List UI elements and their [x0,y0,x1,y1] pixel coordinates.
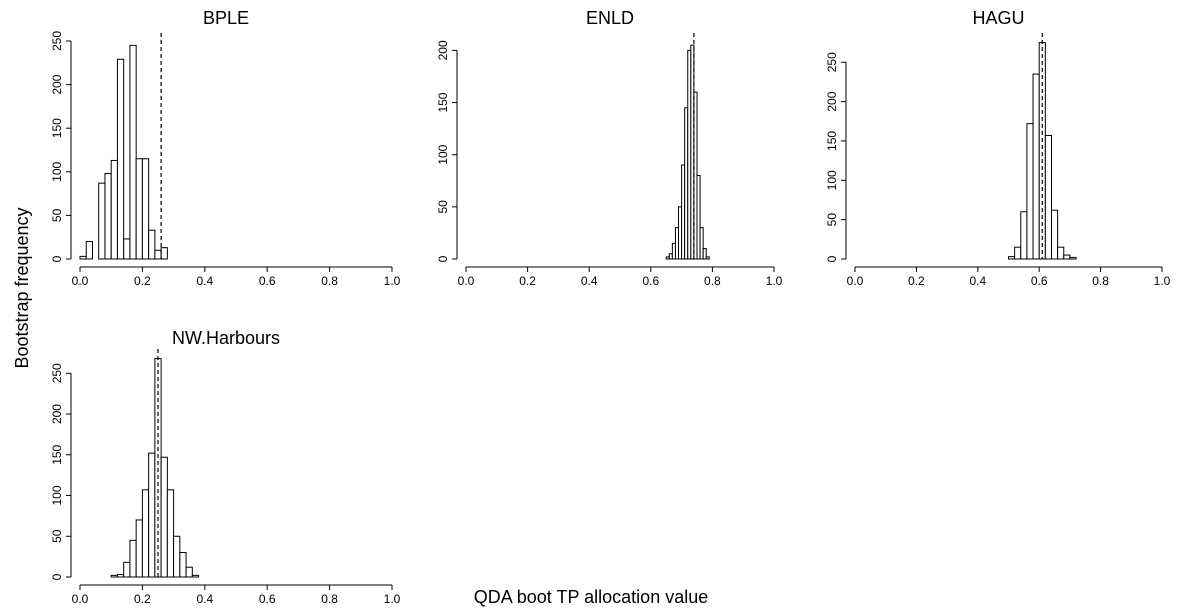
x-tick-label: 0.0 [458,274,475,288]
bar [154,249,162,260]
bar [699,227,704,260]
bar [191,574,200,578]
bar [1032,73,1040,260]
bar [129,539,137,578]
x-tick-label: 0.4 [196,274,213,288]
bar [696,175,701,260]
bar [141,489,150,578]
bar [135,519,143,578]
y-tick-label: 50 [50,208,64,222]
panel: ENLD 0.0 0.2 0.4 0.6 0.8 1.0 0 50 100 150 200 [436,8,783,288]
x-tick-label: 0.6 [642,274,659,288]
y-tick-label: 50 [436,200,450,214]
bar [160,456,168,578]
bar [179,552,187,578]
panel-title: BPLE [203,8,249,28]
x-axis-label: QDA boot TP allocation value [474,587,708,607]
y-tick-label: 150 [825,131,839,151]
x-tick-label: 0.2 [134,274,151,288]
y-tick-label: 150 [436,92,450,112]
bar [1044,134,1052,260]
x-tick-label: 0.2 [908,274,925,288]
bar [123,561,131,578]
x-tick-label: 0.4 [581,274,598,288]
x-tick-label: 0.6 [259,592,276,606]
y-axis-label: Bootstrap frequency [12,207,32,368]
bar [104,173,112,260]
bar [1069,256,1077,260]
x-tick-label: 0.6 [259,274,276,288]
x-tick-label: 0.4 [969,274,986,288]
y-tick-label: 200 [50,74,64,94]
x-tick-label: 0.8 [321,592,338,606]
y-tick-label: 200 [825,91,839,111]
y-tick-label: 0 [825,255,839,262]
bar [148,229,156,260]
y-tick-label: 250 [50,363,64,383]
bar [1026,123,1034,260]
y-tick-label: 50 [50,529,64,543]
panel: BPLE 0.0 0.2 0.4 0.6 0.8 1.0 0 50 100 150 200 250 [50,8,401,288]
x-tick-label: 1.0 [384,592,401,606]
x-tick-label: 1.0 [766,274,783,288]
bar [85,241,93,260]
bar [148,452,156,578]
y-tick-label: 200 [436,40,450,60]
y-tick-label: 250 [50,31,64,51]
x-tick-label: 1.0 [384,274,401,288]
bar [173,535,181,578]
x-tick-label: 0.8 [704,274,721,288]
y-tick-label: 200 [50,404,64,424]
y-tick-label: 100 [436,144,450,164]
y-tick-label: 0 [436,255,450,262]
y-tick-label: 150 [50,118,64,138]
y-tick-label: 0 [50,573,64,580]
x-tick-label: 0.0 [72,592,89,606]
bar [135,158,143,260]
bar [185,566,193,578]
y-tick-label: 50 [825,213,839,227]
bar [141,158,150,260]
y-tick-label: 100 [50,485,64,505]
bar [160,247,168,260]
bar [1050,209,1059,260]
x-tick-label: 0.0 [72,274,89,288]
bar [98,182,106,260]
x-tick-label: 0.8 [321,274,338,288]
bar [116,574,125,578]
bar [1014,246,1022,260]
bar [129,44,137,260]
bar [702,248,707,260]
bar [110,159,118,260]
x-tick-label: 0.2 [134,592,151,606]
panel-title: HAGU [972,8,1024,28]
bar [123,238,131,260]
panel: HAGU 0.0 0.2 0.4 0.6 0.8 1.0 0 50 100 150 200 250 [825,8,1171,288]
panel-title: NW.Harbours [172,328,280,348]
x-tick-label: 0.8 [1092,274,1109,288]
bar [116,58,125,260]
x-tick-label: 0.6 [1031,274,1048,288]
bar [1063,254,1071,260]
y-tick-label: 0 [50,255,64,262]
x-tick-label: 0.2 [519,274,536,288]
x-tick-label: 1.0 [1154,274,1171,288]
y-tick-label: 100 [825,170,839,190]
bar [110,574,118,578]
y-tick-label: 100 [50,161,64,181]
y-tick-label: 250 [825,52,839,72]
bar [705,256,710,260]
bar [1057,246,1065,260]
bar [79,255,87,260]
panel-title: ENLD [586,8,634,28]
bar [1008,256,1016,260]
bar [166,489,175,578]
x-tick-label: 0.4 [196,592,213,606]
panel: NW.Harbours 0.0 0.2 0.4 0.6 0.8 1.0 0 50 100 150 20… [50,328,401,606]
bar [1020,211,1028,260]
y-tick-label: 150 [50,444,64,464]
x-tick-label: 0.0 [847,274,864,288]
